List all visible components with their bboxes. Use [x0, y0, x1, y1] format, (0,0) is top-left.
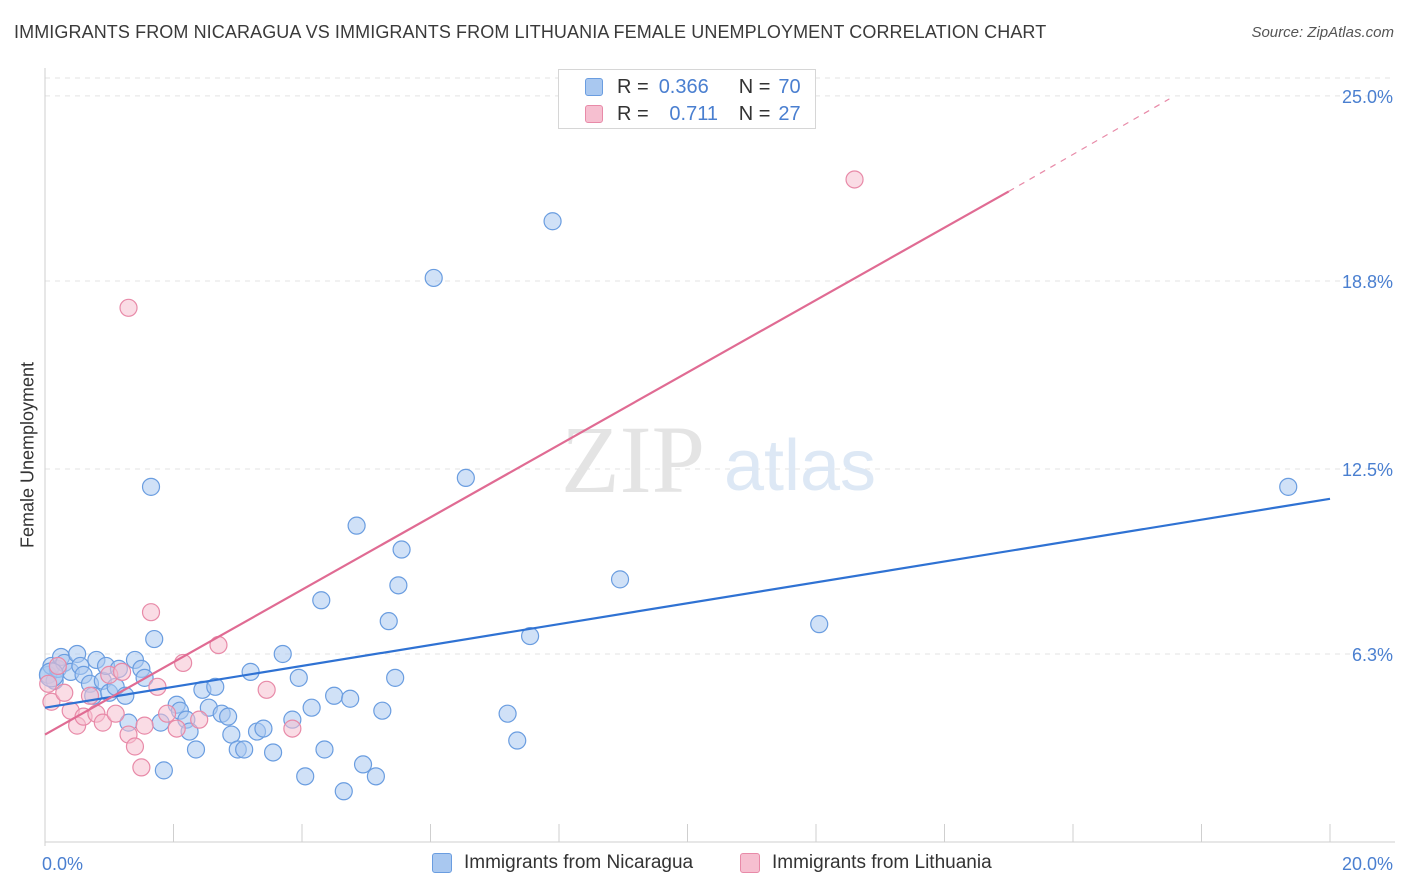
data-point-nicaragua [325, 686, 344, 705]
data-point-nicaragua [186, 740, 206, 759]
data-point-lithuania [283, 719, 302, 738]
data-point-lithuania [135, 716, 154, 735]
data-point-nicaragua [353, 755, 373, 774]
data-point-lithuania [845, 170, 864, 189]
data-point-nicaragua [1279, 477, 1298, 496]
data-point-lithuania [148, 677, 167, 696]
data-point-lithuania [119, 298, 138, 317]
data-point-nicaragua [302, 698, 321, 717]
series-lithuania [39, 170, 864, 777]
data-point-nicaragua [334, 782, 353, 801]
data-point-nicaragua [347, 516, 366, 535]
legend-swatch-lithuania [740, 853, 760, 873]
data-point-nicaragua [289, 668, 308, 687]
data-point-nicaragua [508, 731, 527, 750]
gridlines [45, 77, 1395, 655]
n-value: 27 [778, 102, 801, 125]
data-point-lithuania [112, 662, 132, 681]
data-point-nicaragua [254, 719, 273, 738]
n-label: N = [738, 102, 771, 125]
data-point-lithuania [106, 704, 125, 723]
data-point-nicaragua [219, 707, 238, 726]
data-point-lithuania [257, 680, 276, 699]
trend-lines [44, 98, 1331, 736]
data-point-nicaragua [341, 689, 360, 708]
y-tick-label: 6.3% [1352, 645, 1393, 665]
data-point-nicaragua [312, 591, 331, 610]
data-point-lithuania [48, 656, 67, 676]
watermark-atlas: atlas [724, 426, 876, 506]
data-point-nicaragua [424, 268, 443, 288]
data-point-nicaragua [610, 570, 630, 589]
data-point-lithuania [39, 674, 58, 693]
n-value: 70 [778, 75, 801, 98]
data-point-nicaragua [141, 477, 161, 496]
data-point-lithuania [157, 704, 177, 723]
data-point-nicaragua [386, 668, 405, 687]
data-point-nicaragua [543, 212, 562, 231]
r-label: R = [617, 102, 649, 125]
data-point-nicaragua [263, 743, 283, 762]
chart-title: IMMIGRANTS FROM NICARAGUA VS IMMIGRANTS … [14, 22, 1047, 42]
data-point-lithuania [132, 758, 151, 777]
series-legend: Immigrants from Nicaragua Immigrants fro… [0, 852, 1406, 878]
data-point-nicaragua [154, 761, 173, 780]
data-point-nicaragua [379, 612, 398, 631]
legend-label-nicaragua: Immigrants from Nicaragua [464, 852, 694, 873]
data-point-lithuania [167, 719, 186, 738]
data-point-lithuania [55, 683, 74, 702]
source-label: Source: ZipAtlas.com [1251, 24, 1394, 41]
legend-swatch-nicaragua [585, 78, 603, 96]
legend-row-nicaragua: R = 0.366 N = 70 [585, 74, 801, 100]
legend-item-nicaragua[interactable]: Immigrants from Nicaragua [432, 852, 693, 874]
data-point-nicaragua [392, 540, 411, 559]
correlation-legend: R = 0.366 N = 70 R = 0.711 N = 27 [558, 69, 816, 129]
trend-line-nicaragua [44, 497, 1331, 709]
legend-item-lithuania[interactable]: Immigrants from Lithuania [740, 852, 992, 874]
n-label: N = [738, 75, 771, 98]
axes [44, 68, 1395, 846]
data-point-nicaragua [241, 662, 260, 681]
legend-label-lithuania: Immigrants from Lithuania [772, 852, 992, 873]
trend-line-lithuania-extension [1008, 98, 1170, 192]
x-tick-label: 0.0% [42, 854, 83, 874]
data-point-nicaragua [373, 701, 392, 720]
data-point-nicaragua [456, 468, 475, 488]
legend-swatch-nicaragua [432, 853, 452, 873]
y-tick-label: 12.5% [1342, 460, 1393, 480]
data-point-nicaragua [235, 740, 254, 759]
watermark: ZIP atlas [561, 406, 876, 513]
r-label: R = [617, 75, 649, 98]
data-point-nicaragua [520, 626, 540, 646]
data-point-lithuania [190, 710, 209, 729]
data-point-lithuania [141, 603, 161, 622]
data-point-nicaragua [273, 644, 292, 664]
legend-row-lithuania: R = 0.711 N = 27 [585, 101, 801, 127]
data-point-nicaragua [296, 767, 315, 786]
y-axis-title: Female Unemployment [17, 361, 38, 549]
data-point-nicaragua [366, 767, 385, 786]
x-tick-label: 20.0% [1342, 854, 1393, 874]
r-value: 0.366 [658, 75, 709, 98]
r-value: 0.711 [669, 102, 718, 125]
data-point-nicaragua [206, 677, 225, 696]
data-point-nicaragua [315, 740, 334, 759]
data-point-nicaragua [145, 629, 164, 649]
data-point-lithuania [125, 737, 145, 756]
y-tick-label: 18.8% [1342, 272, 1393, 292]
data-point-nicaragua [498, 704, 517, 723]
data-point-nicaragua [810, 615, 829, 634]
watermark-zip: ZIP [561, 406, 705, 513]
data-point-lithuania [93, 713, 112, 732]
tick-labels: 6.3% 12.5% 18.8% 25.0% 0.0% 20.0% [42, 87, 1393, 874]
legend-swatch-lithuania [585, 105, 603, 123]
data-point-nicaragua [389, 576, 408, 595]
trend-line-lithuania [44, 190, 1010, 736]
y-tick-label: 25.0% [1342, 87, 1393, 107]
